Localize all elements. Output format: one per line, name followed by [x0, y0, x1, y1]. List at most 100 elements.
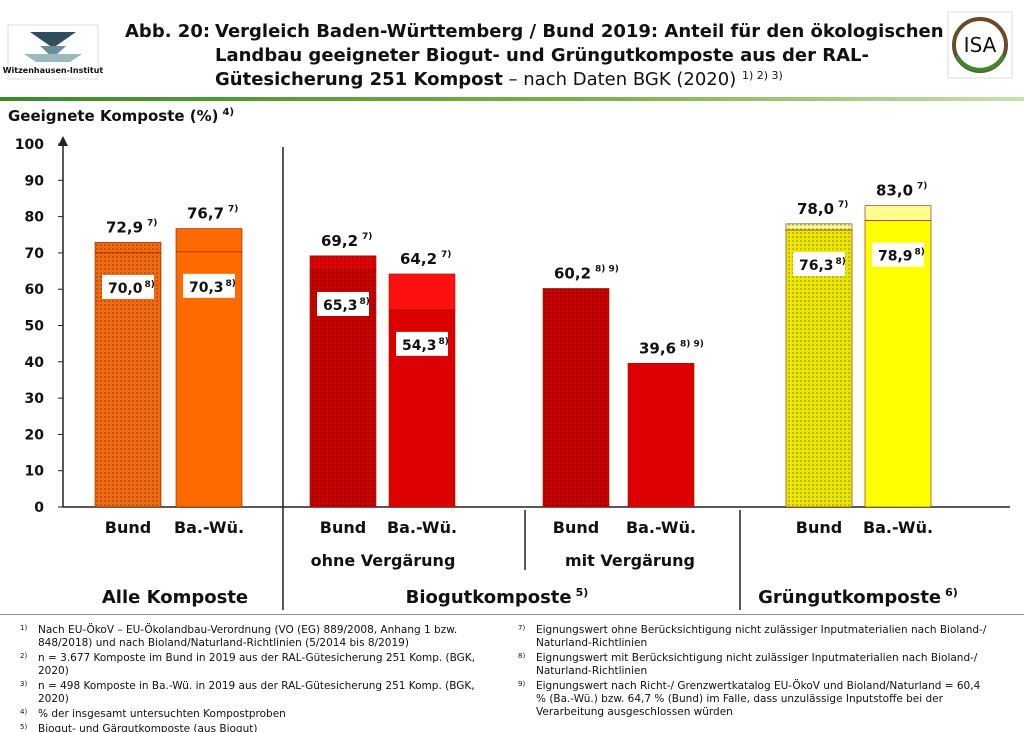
inner-label: 65,3 8) [323, 297, 370, 314]
value-label-value: 39,6 [639, 339, 676, 357]
value-label-value: 64,2 [400, 250, 437, 268]
title-line-3: Gütesicherung 251 Kompost – nach Daten B… [215, 69, 783, 90]
x-tick-label: Ba.-Wü. [863, 518, 933, 537]
group-label: Grüngutkomposte 6) [758, 586, 958, 608]
value-label-note: 8) 9) [595, 264, 619, 274]
value-label-note: 7) [441, 250, 451, 260]
bar-segment-top [309, 255, 377, 271]
x-tick-label: Bund [105, 518, 151, 537]
value-label: 78,0 7) [797, 200, 848, 218]
inner-label-box [183, 273, 235, 298]
x-tick-label: Bund [553, 518, 599, 537]
footnote-mark: 1) [20, 624, 28, 632]
inner-label-box [872, 242, 924, 267]
value-label-value: 83,0 [876, 182, 913, 200]
y-tick-label: 60 [25, 282, 45, 298]
logo-right-text: ISA [964, 33, 997, 57]
footnote-text: n = 498 Komposte in Ba.-Wü. in 2019 aus … [38, 680, 475, 705]
chart: Witzenhausen-Institut ISA Abb. 20: Vergl… [0, 0, 1024, 615]
inner-label-note: 8) [836, 257, 846, 267]
y-axis-title-text: Geeignete Komposte (%) [8, 107, 219, 125]
footnote: 7) Eignungswert ohne Berücksichtigung nic… [518, 624, 988, 650]
inner-label-note: 8) [145, 280, 155, 290]
value-label: 60,2 8) 9) [554, 264, 619, 282]
title-line: Gütesicherung 251 Kompost [215, 69, 503, 90]
footnote-text: Eignungswert ohne Berücksichtigung nicht… [536, 624, 987, 649]
value-label-value: 72,9 [106, 218, 143, 236]
value-label: 72,9 7) [106, 218, 157, 236]
bar-segment-bottom [785, 229, 853, 508]
footnote-text: Eignungswert mit Berücksichtigung nicht … [536, 652, 978, 677]
footnotes-right: 7) Eignungswert ohne Berücksichtigung nic… [518, 624, 988, 721]
inner-label-value: 54,3 [402, 338, 437, 354]
bar [627, 362, 695, 508]
footnote-mark: 5) [20, 723, 28, 731]
footnote-text: Nach EU-ÖkoV – EU-Ökolandbau-Verordnung … [38, 624, 458, 649]
x-tick-label: Bund [796, 518, 842, 537]
bar-segment-top [864, 205, 932, 221]
value-label-note: 7) [917, 182, 927, 192]
inner-label: 78,9 8) [878, 248, 925, 265]
subgroup-label: ohne Vergärung [311, 551, 456, 570]
footnote: 9) Eignungswert nach Richt-/ Grenzwertkat… [518, 680, 988, 719]
footnote-mark: 7) [518, 624, 526, 632]
inner-label: 76,3 8) [799, 257, 846, 274]
x-tick-label: Ba.-Wü. [387, 518, 457, 537]
footnote-mark: 9) [518, 680, 526, 688]
value-label-note: 7) [147, 218, 157, 228]
footnote: 2) n = 3.677 Komposte im Bund in 2019 aus… [20, 652, 500, 678]
value-label: 83,0 7) [876, 182, 927, 200]
value-label: 64,2 7) [400, 250, 451, 268]
group-label: Biogutkomposte 5) [406, 586, 589, 608]
inner-label: 54,3 8) [402, 337, 449, 354]
header-bg [0, 0, 1024, 97]
title-source: – nach Daten BGK (2020) [503, 69, 742, 90]
x-tick-label: Ba.-Wü. [626, 518, 696, 537]
subgroup-label: mit Vergärung [565, 551, 695, 570]
x-tick-label: Bund [320, 518, 366, 537]
group-label-text: Alle Komposte [102, 587, 248, 608]
y-tick-label: 90 [25, 173, 45, 189]
figure-label: Abb. 20: [125, 21, 210, 42]
inner-label-value: 70,0 [108, 281, 143, 297]
title-line: Vergleich Baden-Württemberg / Bund 2019:… [215, 21, 944, 42]
y-tick-label: 30 [25, 391, 45, 407]
value-label-note: 7) [838, 200, 848, 210]
inner-label-box [793, 252, 845, 277]
y-tick-label: 20 [25, 427, 45, 443]
value-label-value: 69,2 [321, 232, 358, 250]
inner-label-value: 65,3 [323, 298, 358, 314]
title-notes: 1) 2) 3) [742, 69, 783, 82]
bar [542, 288, 610, 508]
inner-label-value: 70,3 [189, 280, 224, 296]
inner-label: 70,3 8) [189, 279, 236, 296]
bar-segment-top [785, 223, 853, 231]
inner-label-value: 76,3 [799, 258, 834, 274]
inner-label-note: 8) [226, 279, 236, 289]
y-tick-label: 80 [25, 210, 45, 226]
bar-segment-top [388, 273, 456, 311]
logo-left: Witzenhausen-Institut [3, 24, 103, 80]
value-label: 69,2 7) [321, 232, 372, 250]
footnote-text: Eignungswert nach Richt-/ Grenzwertkatal… [536, 680, 981, 718]
group-label-text: Grüngutkomposte [758, 587, 941, 608]
value-label: 39,6 8) 9) [639, 339, 704, 357]
group-label-note: 6) [945, 586, 958, 599]
y-tick-label: 40 [25, 355, 45, 371]
y-axis-title-note: 4) [223, 107, 235, 118]
inner-label-note: 8) [360, 297, 370, 307]
y-tick-label: 70 [25, 246, 45, 262]
y-tick-label: 50 [25, 319, 45, 335]
footnote: 5) Biogut- und Gärgutkomposte (aus Biogut… [20, 723, 500, 732]
header-rule [0, 97, 1024, 101]
footnote-mark: 4) [20, 708, 28, 716]
inner-label-value: 78,9 [878, 249, 913, 265]
title-line: Landbau geeigneter Biogut- und Grüngutko… [215, 45, 869, 66]
value-label-value: 60,2 [554, 264, 591, 282]
inner-label-box [317, 291, 369, 316]
x-tick-label: Ba.-Wü. [174, 518, 244, 537]
footnote-text: Biogut- und Gärgutkomposte (aus Biogut) [38, 723, 258, 732]
inner-label-box [396, 331, 448, 356]
group-label: Alle Komposte [102, 587, 248, 608]
